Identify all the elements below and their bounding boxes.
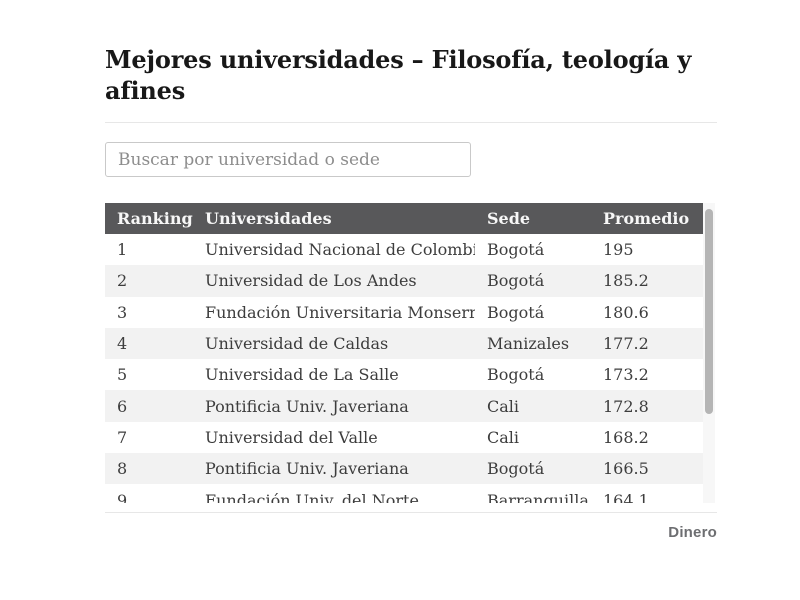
cell-sede: Bogotá [487, 271, 545, 291]
cell-sede: Bogotá [487, 240, 545, 260]
cell-ranking: 7 [117, 427, 128, 447]
cell-promedio: 177.2 [603, 334, 649, 354]
cell-promedio: 164.1 [603, 490, 649, 503]
table-row: 8 Pontificia Univ. Javeriana Bogotá 166.… [105, 453, 703, 485]
table-scrollbar[interactable] [703, 203, 715, 503]
source-label: Dinero [668, 524, 717, 541]
cell-ranking: 9 [117, 490, 128, 503]
page-title: Mejores universidades – Filosofía, teolo… [105, 45, 692, 105]
cell-universidad: Universidad de Caldas [205, 334, 389, 354]
table-row: 4 Universidad de Caldas Manizales 177.2 [105, 327, 703, 360]
cell-universidad: Fundación Universitaria Monserrate [205, 302, 475, 322]
cell-sede: Barranquilla [487, 490, 589, 503]
cell-sede: Bogotá [487, 365, 545, 385]
cell-sede: Bogotá [487, 302, 545, 322]
cell-sede: Cali [487, 427, 520, 447]
cell-ranking: 6 [117, 396, 128, 416]
cell-ranking: 2 [117, 271, 128, 291]
cell-promedio: 180.6 [603, 302, 649, 322]
scrollbar-thumb[interactable] [705, 209, 713, 414]
table-row: 2 Universidad de Los Andes Bogotá 185.2 [105, 265, 703, 297]
cell-promedio: 172.8 [603, 396, 649, 416]
cell-promedio: 195 [603, 240, 634, 260]
cell-universidad: Universidad Nacional de Colombia [205, 240, 475, 260]
table-row: 1 Universidad Nacional de Colombia Bogot… [105, 234, 703, 266]
table-row: 3 Fundación Universitaria Monserrate Bog… [105, 296, 703, 328]
cell-universidad: Universidad de La Salle [205, 365, 399, 385]
cell-universidad: Universidad de Los Andes [205, 271, 417, 291]
column-header-ranking: Ranking [117, 209, 193, 228]
search-input[interactable] [105, 142, 471, 177]
cell-universidad: Pontificia Univ. Javeriana [205, 459, 409, 479]
footer-divider [105, 512, 717, 513]
column-header-promedio: Promedio [603, 209, 690, 228]
cell-sede: Manizales [487, 334, 570, 354]
table-header-row: Ranking Universidades Sede Promedio [105, 203, 703, 234]
cell-promedio: 185.2 [603, 271, 649, 291]
cell-universidad: Pontificia Univ. Javeriana [205, 396, 409, 416]
title-divider [105, 122, 717, 123]
ranking-table: Ranking Universidades Sede Promedio 1 Un… [105, 203, 715, 503]
table-row: 6 Pontificia Univ. Javeriana Cali 172.8 [105, 390, 703, 422]
cell-universidad: Universidad del Valle [205, 427, 378, 447]
table-row: 7 Universidad del Valle Cali 168.2 [105, 421, 703, 454]
cell-ranking: 8 [117, 459, 128, 479]
table-row: 5 Universidad de La Salle Bogotá 173.2 [105, 359, 703, 391]
cell-universidad: Fundación Univ. del Norte [205, 490, 419, 503]
cell-sede: Cali [487, 396, 520, 416]
table-row: 9 Fundación Univ. del Norte Barranquilla… [105, 484, 703, 503]
cell-sede: Bogotá [487, 459, 545, 479]
cell-promedio: 166.5 [603, 459, 649, 479]
cell-ranking: 3 [117, 302, 128, 322]
cell-promedio: 173.2 [603, 365, 649, 385]
column-header-sede: Sede [487, 209, 531, 228]
cell-ranking: 1 [117, 240, 128, 260]
cell-ranking: 5 [117, 365, 128, 385]
column-header-universidades: Universidades [205, 209, 332, 228]
cell-ranking: 4 [117, 334, 128, 354]
cell-promedio: 168.2 [603, 427, 649, 447]
